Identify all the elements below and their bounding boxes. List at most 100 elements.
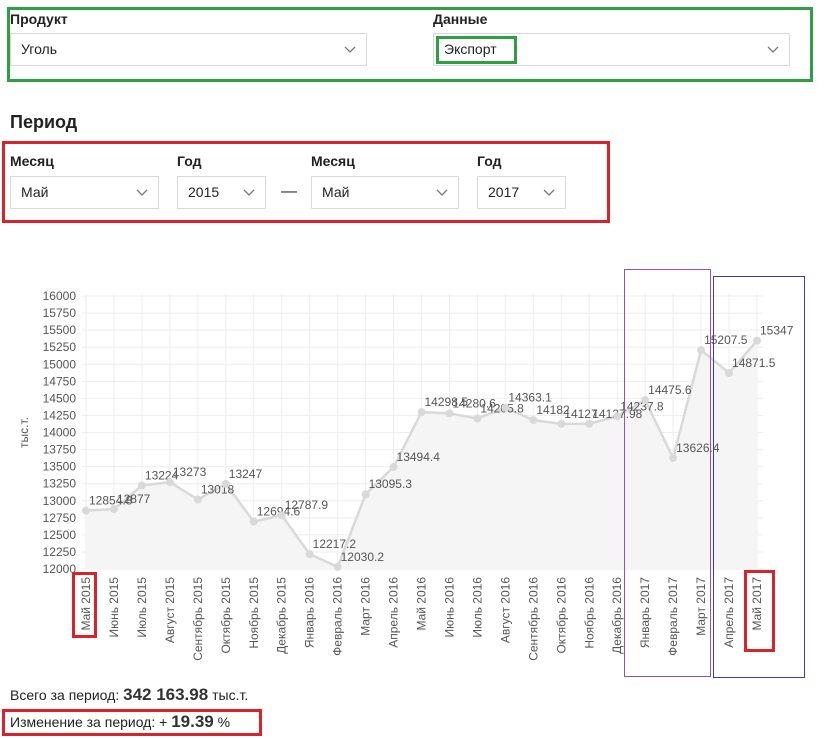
x-tick-label: Февраль 2017 <box>666 577 680 656</box>
x-tick-label: Апрель 2016 <box>387 577 401 648</box>
x-tick-label: Ноябрь 2015 <box>247 577 261 649</box>
data-label: 13247 <box>229 467 263 481</box>
data-label: 12694.6 <box>257 505 301 519</box>
data-point <box>389 463 398 472</box>
total-unit: тыс.т. <box>212 687 249 703</box>
x-tick-label: Февраль 2016 <box>331 577 345 656</box>
total-label: Всего за период: <box>10 687 120 703</box>
data-point <box>473 414 482 423</box>
chevron-down-icon <box>543 177 555 208</box>
data-label: 13626.4 <box>676 441 720 455</box>
change-unit: % <box>217 714 231 730</box>
chevron-down-icon <box>243 177 255 208</box>
x-tick-label: Июнь 2016 <box>442 577 456 638</box>
y-tick-label: 13500 <box>43 460 77 474</box>
x-tick-label: Май 2017 <box>750 577 764 631</box>
data-point <box>82 506 90 515</box>
data-point <box>585 419 594 428</box>
data-label: 12030.2 <box>341 550 385 564</box>
chevron-down-icon <box>344 34 356 65</box>
end-month-select[interactable]: Май <box>311 176 459 209</box>
data-label: 14182 <box>536 403 570 417</box>
first-tick-highlight <box>72 572 97 638</box>
data-label: 14237.8 <box>620 399 664 413</box>
period-title: Период <box>10 112 78 132</box>
period-separator: — <box>281 183 297 200</box>
data-point <box>165 478 174 487</box>
data-point <box>501 403 510 412</box>
y-tick-label: 14750 <box>43 374 77 388</box>
data-label: 14127 <box>564 407 598 421</box>
data-label: 15347 <box>760 324 794 338</box>
y-tick-label: 12500 <box>43 528 77 542</box>
y-tick-label: 15500 <box>43 323 77 337</box>
x-tick-label: Июль 2016 <box>470 577 484 638</box>
data-point <box>417 408 426 417</box>
product-select-value: Уголь <box>21 41 58 57</box>
x-tick-label: Октябрь 2016 <box>554 577 568 654</box>
data-select-value: Экспорт <box>444 41 497 57</box>
x-tick-label: Январь 2017 <box>638 577 652 648</box>
x-tick-label: Июнь 2015 <box>107 577 121 638</box>
data-label: 12854.8 <box>89 494 133 508</box>
chevron-down-icon <box>136 177 148 208</box>
change-summary: Изменение за период: + 19.39 % <box>10 712 230 732</box>
x-tick-label: Сентябрь 2016 <box>526 577 540 661</box>
product-label: Продукт <box>10 11 68 27</box>
change-label: Изменение за период: <box>10 714 156 730</box>
y-tick-label: 15250 <box>43 340 77 354</box>
y-tick-label: 12250 <box>43 545 77 559</box>
y-tick-label: 13000 <box>43 494 77 508</box>
start-month-value: Май <box>21 184 49 200</box>
y-tick-label: 14000 <box>43 426 77 440</box>
x-tick-label: Август 2015 <box>163 577 177 643</box>
y-tick-label: 14250 <box>43 408 77 422</box>
start-year-select[interactable]: 2015 <box>177 176 266 209</box>
last-tick-highlight <box>744 570 775 652</box>
total-value: 342 163.98 <box>123 685 209 704</box>
end-year-label: Год <box>477 153 502 169</box>
annotation-frame-purple <box>624 269 711 677</box>
x-tick-label: Июль 2015 <box>135 577 149 638</box>
data-point <box>305 550 314 559</box>
change-highlight-frame <box>2 709 262 736</box>
filter-highlight-frame <box>7 7 813 82</box>
data-point <box>641 396 650 405</box>
y-tick-label: 12000 <box>43 562 77 576</box>
data-point <box>753 336 761 345</box>
end-month-label: Месяц <box>311 153 355 169</box>
data-label: 14298.5 <box>425 395 469 409</box>
data-point <box>137 481 146 490</box>
y-tick-label: 13250 <box>43 477 77 491</box>
y-axis-label: тыс.т. <box>17 417 31 448</box>
x-tick-label: Март 2016 <box>359 577 373 636</box>
y-tick-label: 13750 <box>43 443 77 457</box>
data-point <box>249 517 258 526</box>
start-year-value: 2015 <box>188 184 220 200</box>
start-month-select[interactable]: Май <box>10 176 159 209</box>
product-select[interactable]: Уголь <box>10 33 367 66</box>
annotation-frame-blue <box>713 276 805 678</box>
data-label: 14280.6 <box>452 396 496 410</box>
x-tick-label: Сентябрь 2015 <box>191 577 205 661</box>
x-tick-label: Декабрь 2015 <box>275 577 289 654</box>
data-select[interactable]: Экспорт <box>433 33 790 66</box>
data-label: 13095.3 <box>369 477 413 491</box>
start-year-label: Год <box>177 153 202 169</box>
x-tick-label: Январь 2016 <box>303 577 317 648</box>
end-year-select[interactable]: 2017 <box>477 176 566 209</box>
data-label: 12217.2 <box>313 537 357 551</box>
y-tick-label: 15750 <box>43 306 77 320</box>
end-year-value: 2017 <box>488 184 520 200</box>
data-label: 14871.5 <box>732 356 776 370</box>
line-chart: 12000 12250 12500 12750 13000 13250 13500 13750… <box>17 289 794 661</box>
change-sign: + <box>159 714 168 730</box>
x-tick-label: Ноябрь 2016 <box>582 577 596 649</box>
y-tick-label: 15000 <box>43 357 77 371</box>
data-point <box>221 479 230 488</box>
total-summary: Всего за период: 342 163.98 тыс.т. <box>10 685 248 705</box>
data-label: Данные <box>433 11 488 27</box>
y-tick-label: 16000 <box>43 289 77 303</box>
series-area <box>86 340 757 569</box>
data-point <box>277 511 286 520</box>
